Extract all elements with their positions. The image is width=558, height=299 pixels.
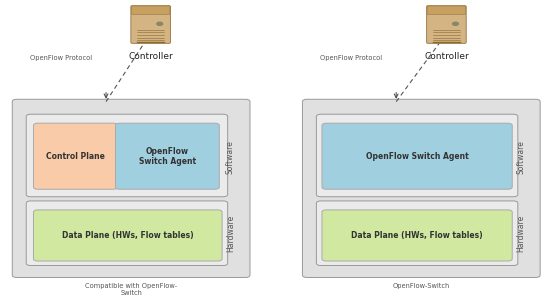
Text: Hardware: Hardware <box>226 215 235 252</box>
FancyBboxPatch shape <box>302 99 540 277</box>
Text: OpenFlow
Switch Agent: OpenFlow Switch Agent <box>139 147 196 166</box>
FancyBboxPatch shape <box>131 6 171 43</box>
FancyBboxPatch shape <box>132 6 170 14</box>
FancyBboxPatch shape <box>322 210 512 261</box>
Circle shape <box>453 22 458 25</box>
Text: Data Plane (HWs, Flow tables): Data Plane (HWs, Flow tables) <box>352 231 483 240</box>
Text: OpenFlow Protocol: OpenFlow Protocol <box>320 54 382 61</box>
Text: Software: Software <box>226 140 235 174</box>
Text: Hardware: Hardware <box>516 215 525 252</box>
Text: Software: Software <box>516 140 525 174</box>
Text: Compatible with OpenFlow-
Switch: Compatible with OpenFlow- Switch <box>85 283 177 295</box>
FancyBboxPatch shape <box>33 123 118 189</box>
FancyBboxPatch shape <box>427 6 466 43</box>
Text: Data Plane (HWs, Flow tables): Data Plane (HWs, Flow tables) <box>62 231 194 240</box>
Text: Control Plane: Control Plane <box>46 152 105 161</box>
Text: OpenFlow Protocol: OpenFlow Protocol <box>30 54 92 61</box>
Text: Controller: Controller <box>424 52 469 61</box>
FancyBboxPatch shape <box>316 114 518 197</box>
FancyBboxPatch shape <box>12 99 250 277</box>
FancyBboxPatch shape <box>26 201 228 266</box>
Text: OpenFlow Switch Agent: OpenFlow Switch Agent <box>365 152 469 161</box>
FancyBboxPatch shape <box>116 123 219 189</box>
FancyBboxPatch shape <box>427 6 465 14</box>
Circle shape <box>157 22 162 25</box>
FancyBboxPatch shape <box>33 210 222 261</box>
FancyBboxPatch shape <box>316 201 518 266</box>
FancyBboxPatch shape <box>322 123 512 189</box>
Text: OpenFlow-Switch: OpenFlow-Switch <box>393 283 450 289</box>
Text: Controller: Controller <box>128 52 173 61</box>
FancyBboxPatch shape <box>26 114 228 197</box>
